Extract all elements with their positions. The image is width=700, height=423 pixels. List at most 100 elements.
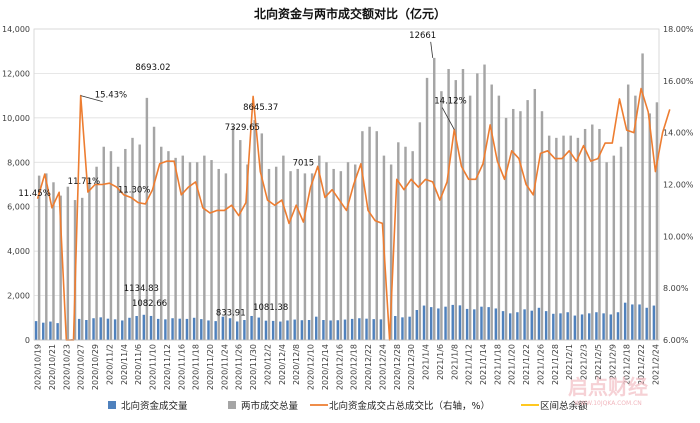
bar-total (497, 95, 501, 341)
bar-northbound (207, 320, 210, 340)
bar-total (145, 97, 149, 340)
bar-total (619, 146, 623, 340)
bar-total (555, 137, 558, 340)
data-label: 12661 (409, 31, 436, 41)
bar-northbound (544, 311, 548, 340)
x-tick-label: 2020/11/26 (235, 344, 244, 390)
bar-northbound (343, 319, 347, 340)
bar-northbound (121, 320, 124, 340)
data-label: 14.12% (434, 97, 466, 107)
bar-northbound (99, 317, 102, 340)
bar-northbound (271, 320, 275, 340)
x-tick-label: 2020/11/16 (177, 344, 186, 390)
x-tick-label: 2021/2/9 (608, 344, 617, 380)
bar-northbound (652, 305, 656, 340)
x-tick-label: 2020/12/18 (350, 344, 359, 390)
data-label: 1082.66 (132, 299, 167, 309)
bar-northbound (34, 321, 38, 340)
bar-northbound (508, 313, 512, 340)
y-left-tick-label: 6,000 (7, 203, 30, 212)
annotation-leader (80, 95, 103, 102)
x-tick-label: 2020/11/30 (249, 344, 258, 390)
bar-northbound (501, 311, 505, 340)
bar-northbound (494, 308, 498, 340)
axes: 0 2,000 4,000 6,000 8,000 10,000 12,000 14,000 6… (2, 25, 694, 390)
legend-swatch (228, 401, 236, 409)
bar-northbound (580, 314, 584, 340)
bar-northbound (645, 307, 648, 340)
bar-northbound (394, 316, 397, 340)
bar-total (239, 140, 242, 340)
bar-total (476, 73, 479, 340)
data-label: 15.43% (95, 91, 127, 101)
bar-northbound (235, 321, 239, 340)
x-tick-label: 2021/1/4 (422, 344, 431, 380)
bar-northbound (365, 318, 368, 340)
bar-northbound (49, 321, 52, 340)
bar-total (468, 95, 472, 341)
bar-northbound (257, 317, 260, 340)
bar-northbound (415, 310, 419, 340)
bar-northbound (185, 318, 189, 340)
bar-northbound (164, 319, 167, 340)
bar-northbound (444, 306, 447, 340)
legend-label: 北向资金成交占总成交比（右轴，%） (329, 400, 490, 412)
x-tick-label: 2021/1/12 (465, 344, 474, 385)
bars (34, 53, 659, 341)
x-tick-label: 2021/1/18 (493, 344, 502, 385)
bar-total (375, 131, 378, 340)
x-tick-label: 2020/12/2 (263, 344, 272, 385)
x-tick-label: 2021/1/20 (508, 344, 517, 385)
bar-northbound (178, 318, 181, 340)
x-tick-label: 2020/12/30 (407, 344, 416, 390)
bar-total (195, 162, 199, 340)
bar-northbound (379, 319, 383, 340)
x-tick-label: 2020/11/20 (206, 344, 215, 390)
bar-northbound (77, 318, 81, 340)
bar-total (562, 135, 565, 340)
bar-total (303, 173, 307, 340)
x-tick-label: 2020/12/14 (321, 344, 330, 390)
y-left-tick-label: 2,000 (7, 292, 30, 301)
bar-total (504, 117, 508, 340)
bar-northbound (113, 319, 117, 340)
bar-total (246, 164, 249, 340)
x-tick-label: 2021/2/24 (651, 344, 660, 385)
bar-northbound (42, 322, 45, 340)
y-right-tick-label: 12.00% (663, 181, 694, 190)
bar-northbound (408, 316, 411, 340)
bar-total (167, 151, 170, 340)
y-right-tick-label: 8.00% (663, 284, 689, 293)
bar-total (45, 173, 48, 340)
bar-northbound (128, 317, 131, 340)
bar-total (88, 177, 91, 340)
bar-northbound (530, 310, 533, 340)
bar-total (397, 142, 400, 340)
x-tick-label: 2021/1/6 (436, 344, 445, 380)
bar-total (605, 162, 608, 340)
bar-northbound (322, 320, 325, 340)
bar-northbound (487, 307, 490, 340)
bar-total (404, 146, 407, 340)
x-tick-label: 2020/12/8 (292, 344, 301, 385)
x-tick-label: 2020/12/22 (364, 344, 373, 390)
bar-northbound (156, 318, 160, 340)
bar-northbound (458, 305, 462, 340)
bar-northbound (315, 316, 318, 340)
x-tick-label: 2020/10/19 (34, 344, 43, 390)
bar-total (181, 155, 185, 340)
bar-total (411, 151, 414, 340)
bar-northbound (473, 309, 476, 340)
bar-northbound (623, 302, 627, 340)
bar-northbound (516, 312, 519, 340)
bar-total (634, 95, 637, 341)
bar-total (598, 128, 601, 340)
bar-northbound (616, 312, 620, 340)
bar-total (454, 80, 458, 340)
bar-total (346, 162, 350, 340)
x-tick-label: 2020/10/23 (62, 344, 71, 390)
x-tick-label: 2020/10/21 (48, 344, 57, 390)
bar-total (641, 53, 644, 340)
bar-total (282, 155, 285, 340)
